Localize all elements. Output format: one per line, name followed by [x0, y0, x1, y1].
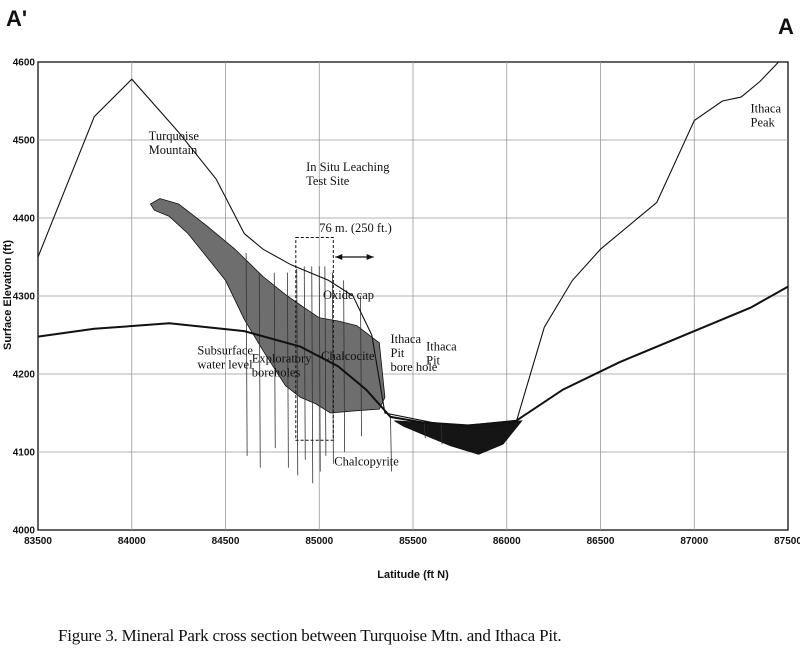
- figure-caption: Figure 3. Mineral Park cross section bet…: [58, 626, 562, 645]
- annotation-subsurface: Subsurface water level: [197, 344, 253, 372]
- axis-tick-labels: 83500 84000 84500 85000 85500 86000 86500 87000…: [13, 58, 800, 548]
- test-site-outline: [295, 237, 374, 441]
- annotation-oxide-cap: Oxide cap: [323, 288, 374, 302]
- section-end-label-left: A': [6, 6, 28, 31]
- annotations: Turquoise Mountain In Situ Leaching Test Si…: [149, 102, 782, 469]
- scale-arrow-head-right: [366, 254, 374, 260]
- section-end-label-right: A: [778, 14, 794, 39]
- x-tick-label: 83500: [24, 536, 52, 547]
- x-tick-label: 87500: [774, 536, 800, 547]
- annotation-boreholes: Exploratory boreholes: [252, 351, 312, 379]
- exploratory-boreholes: [245, 253, 443, 484]
- x-tick-label: 85500: [399, 536, 427, 547]
- y-tick-label: 4100: [13, 448, 36, 459]
- annotation-ithaca-pit: Ithaca Pit: [426, 340, 457, 368]
- borehole: [423, 422, 426, 438]
- y-axis-label: Surface Elevation (ft): [2, 240, 14, 350]
- y-tick-label: 4300: [13, 292, 36, 303]
- borehole: [258, 272, 261, 468]
- y-tick-label: 4200: [13, 370, 36, 381]
- borehole: [286, 272, 289, 468]
- borehole: [390, 416, 392, 472]
- borehole: [440, 423, 443, 445]
- annotation-chalcopyrite: Chalcopyrite: [334, 454, 399, 468]
- borehole: [273, 272, 276, 449]
- x-axis-label: Latitude (ft N): [377, 569, 449, 581]
- annotation-ithaca-pit-bore: Ithaca Pit bore hole: [391, 332, 438, 374]
- y-tick-label: 4400: [13, 214, 36, 225]
- borehole: [360, 295, 362, 437]
- x-tick-label: 85000: [305, 536, 333, 547]
- borehole: [296, 268, 299, 476]
- annotation-chalcocite: Chalcocite: [321, 349, 375, 363]
- x-tick-label: 87000: [680, 536, 708, 547]
- borehole: [324, 266, 327, 456]
- borehole: [343, 280, 346, 453]
- scale-arrow-head-left: [335, 254, 343, 260]
- annotation-turquoise-mountain: Turquoise Mountain: [149, 129, 200, 157]
- borehole: [245, 253, 248, 456]
- y-tick-label: 4600: [13, 58, 36, 69]
- series-lines: [37, 61, 789, 430]
- y-tick-label: 4000: [13, 526, 36, 537]
- surface-line: [37, 61, 779, 430]
- x-tick-label: 84500: [212, 536, 240, 547]
- x-tick-label: 86500: [587, 536, 615, 547]
- borehole: [311, 266, 314, 484]
- annotation-scale-bar: 76 m. (250 ft.): [319, 221, 392, 235]
- annotation-ithaca-peak: Ithaca Peak: [751, 102, 782, 130]
- water-level-line: [37, 285, 789, 427]
- x-tick-label: 86000: [493, 536, 521, 547]
- annotation-test-site: In Situ Leaching Test Site: [306, 160, 390, 188]
- gridlines: [38, 62, 788, 530]
- y-tick-label: 4500: [13, 136, 36, 147]
- borehole: [303, 266, 306, 460]
- x-tick-label: 84000: [118, 536, 146, 547]
- borehole: [318, 266, 321, 472]
